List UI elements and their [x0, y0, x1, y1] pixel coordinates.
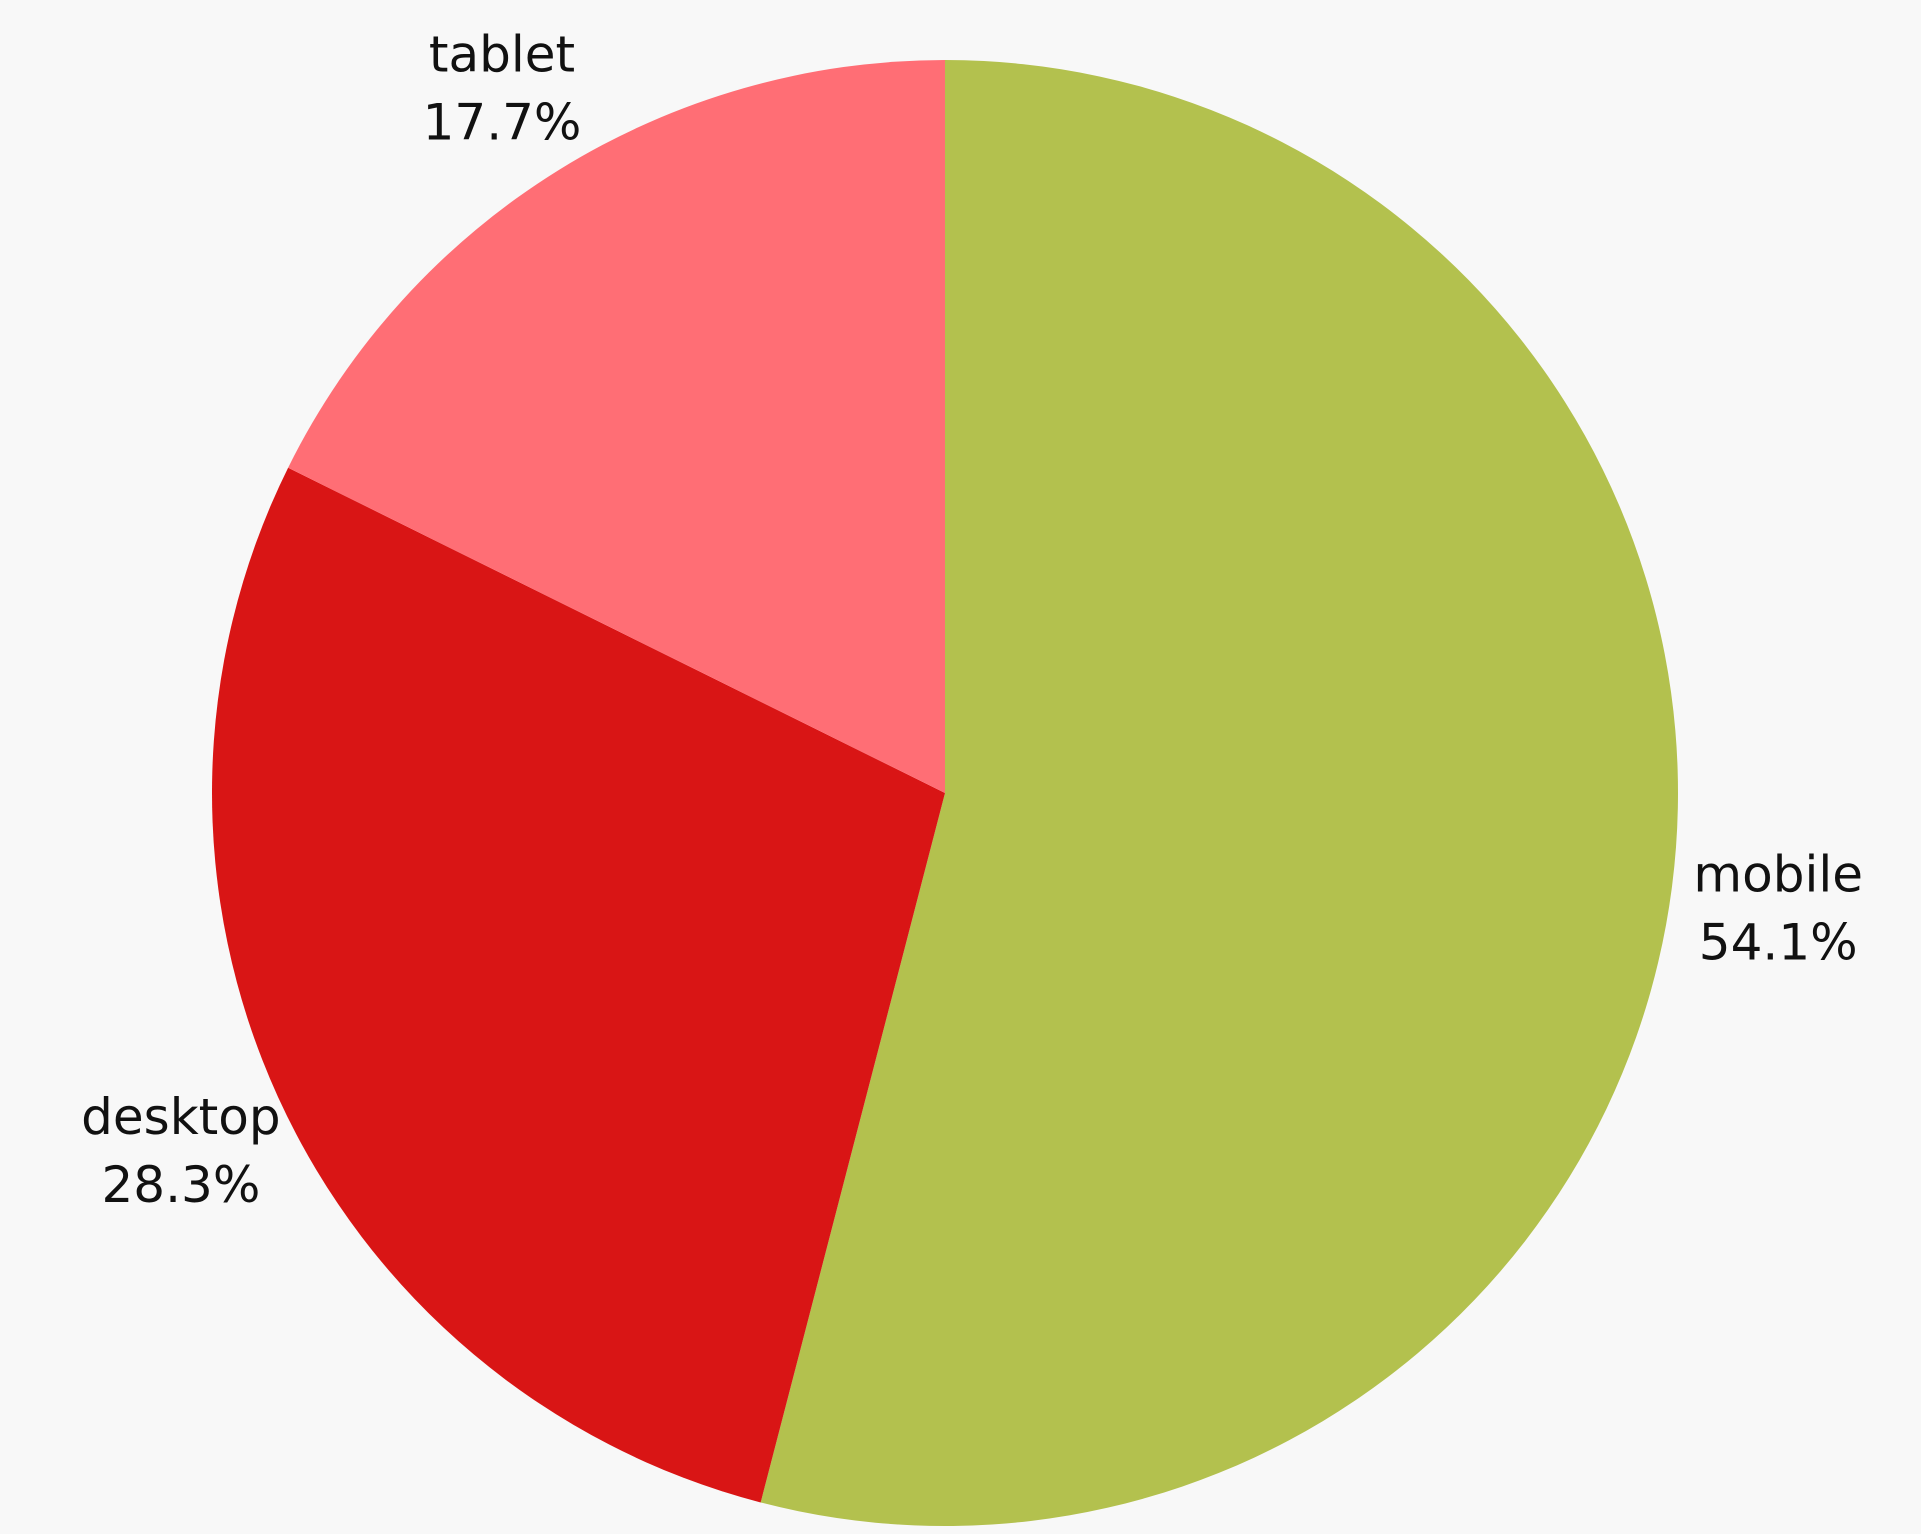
slice-label-desktop: desktop	[81, 1088, 280, 1146]
slice-value-tablet: 17.7%	[423, 93, 582, 151]
slice-value-mobile: 54.1%	[1699, 913, 1858, 971]
pie-labels: mobile 54.1% desktop 28.3% tablet 17.7%	[81, 25, 1863, 1214]
pie-slices	[211, 60, 1679, 1526]
pie-slice-desktop	[211, 467, 945, 1503]
slice-label-mobile: mobile	[1693, 845, 1863, 903]
slice-value-desktop: 28.3%	[101, 1156, 260, 1214]
pie-slice-tablet	[288, 60, 945, 793]
pie-slice-mobile	[760, 60, 1679, 1526]
slice-label-tablet: tablet	[429, 25, 575, 83]
